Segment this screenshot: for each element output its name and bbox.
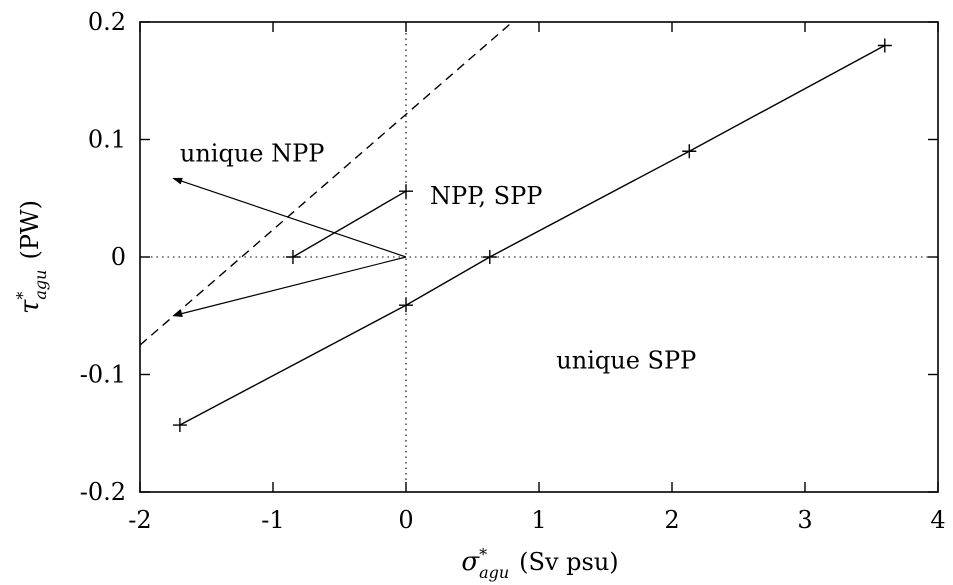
data-point-marker — [399, 184, 413, 199]
arrow-2 — [172, 256, 407, 317]
series-line-3 — [140, 22, 513, 346]
x-tick-label: 3 — [797, 506, 812, 534]
data-point-marker — [682, 144, 697, 159]
x-tick-label: 1 — [531, 506, 546, 534]
annotation-label: unique NPP — [180, 140, 325, 168]
data-point-marker — [172, 418, 187, 433]
y-tick-label: -0.2 — [80, 478, 126, 506]
data-point-marker — [877, 38, 892, 53]
x-tick-label: 4 — [930, 506, 945, 534]
reference-lines — [140, 22, 938, 492]
arrow-layer — [172, 177, 407, 317]
x-tick-label: -2 — [128, 506, 151, 534]
x-tick-label: 0 — [398, 506, 413, 534]
y-tick-label: -0.1 — [80, 361, 126, 389]
annotation-label: unique SPP — [556, 346, 696, 374]
marker-layer — [172, 38, 892, 433]
plot-frame — [139, 21, 939, 493]
series-line-1 — [179, 44, 886, 426]
x-tick-label: 2 — [664, 506, 679, 534]
y-tick-label: 0.1 — [88, 126, 126, 154]
data-point-marker — [285, 250, 300, 264]
data-point-marker — [399, 298, 413, 313]
arrow-1 — [172, 177, 407, 258]
tick-layer: -2 -1 0 1 2 3 4 -0.2 -0.1 0 0.1 0.2 — [80, 8, 946, 534]
series-line-2 — [292, 190, 407, 258]
x-tick-label: -1 — [261, 506, 284, 534]
y-tick-label: 0 — [111, 243, 126, 271]
series-layer — [140, 22, 886, 426]
y-tick-label: 0.2 — [88, 8, 126, 36]
annotation-label: NPP, SPP — [430, 182, 542, 210]
x-axis-label: σ* agu (Sv psu) — [461, 545, 618, 582]
axis-label-layer: σ* agu (Sv psu) τ*agu(PW) — [13, 200, 619, 582]
annotation-layer: unique NPP NPP, SPP unique SPP — [180, 140, 696, 375]
data-point-marker — [482, 250, 497, 264]
y-axis-label: τ*agu(PW) — [13, 200, 50, 314]
